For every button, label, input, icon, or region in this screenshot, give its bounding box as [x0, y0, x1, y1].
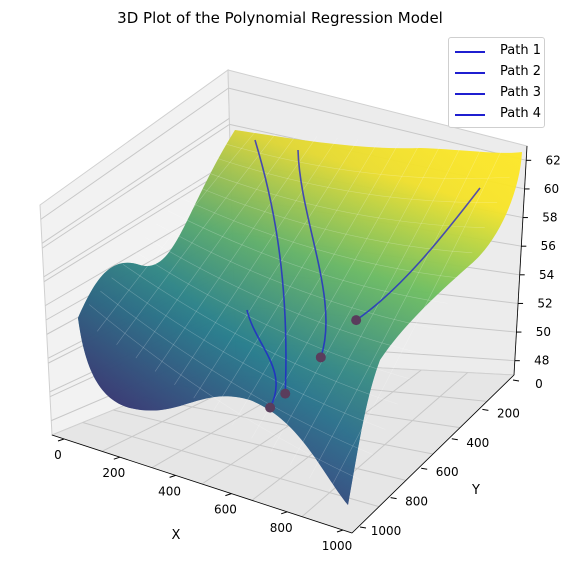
x-tick-label: 800: [270, 521, 293, 535]
surface-mesh: [89, 131, 510, 492]
z-tick-label: 50: [536, 325, 551, 339]
mesh-line: [111, 277, 386, 430]
mesh-line: [289, 147, 461, 466]
legend-item-path-4: Path 4: [455, 104, 541, 124]
mesh-line: [212, 156, 498, 203]
mesh-line: [122, 264, 398, 405]
y-tick-label: 200: [497, 406, 520, 420]
y-tick-label: 0: [535, 377, 543, 391]
path-end-marker-2: [280, 388, 291, 399]
y-tick-label: 800: [405, 495, 428, 509]
mesh-line: [89, 304, 361, 481]
z-tick-label: 62: [546, 153, 561, 167]
legend-item-path-3: Path 3: [455, 83, 541, 103]
grid-line: [228, 87, 527, 161]
mesh-line: [156, 223, 436, 329]
z-tick-label: 58: [542, 211, 557, 225]
y-tick: [512, 379, 520, 382]
mesh-line: [309, 148, 482, 479]
mesh-line: [100, 290, 373, 455]
legend-swatch: [455, 72, 485, 74]
path-line-3: [297, 149, 327, 358]
x-tick: [57, 438, 65, 442]
mesh-line: [193, 139, 359, 399]
y-tick-label: 1000: [371, 524, 402, 538]
mesh-line: [190, 183, 473, 254]
y-tick: [451, 438, 458, 441]
x-tick-label: 200: [102, 466, 125, 480]
path-line-1: [246, 309, 277, 409]
path-end-marker-3: [315, 352, 326, 363]
legend-label: Path 2: [500, 64, 541, 79]
mesh-line: [232, 142, 400, 426]
mesh-line: [201, 170, 485, 228]
legend-item-path-1: Path 1: [455, 41, 541, 61]
legend-label: Path 3: [500, 85, 541, 100]
x-tick: [225, 493, 232, 497]
path-line-4: [355, 187, 481, 321]
x-tick: [281, 511, 288, 515]
path-end-marker-1: [265, 402, 276, 413]
y-axis-line: [351, 374, 515, 534]
x-tick: [169, 474, 176, 478]
path-line-2: [254, 139, 287, 394]
mesh-line: [97, 131, 256, 332]
z-tick-label: 56: [541, 239, 556, 253]
mesh-line: [174, 137, 338, 385]
grid-line: [43, 166, 231, 283]
z-tick-label: 54: [539, 268, 554, 282]
legend-label: Path 4: [500, 106, 541, 121]
y-tick-label: 400: [466, 436, 489, 450]
y-tick: [421, 467, 428, 470]
y-tick: [359, 526, 367, 529]
paths-layer: [246, 139, 481, 413]
x-tick-label: 1000: [322, 539, 353, 553]
legend-label: Path 1: [500, 43, 541, 58]
mesh-line: [167, 210, 448, 304]
x-tick-label: 0: [54, 448, 62, 462]
legend-swatch: [455, 51, 485, 53]
mesh-line: [154, 136, 318, 372]
z-axis-line: [513, 145, 528, 376]
tick-labels: 0 200 400 600 800 1000 0 200 400 600 800 1000 48 50 52…: [54, 153, 561, 553]
x-tick-label: 400: [158, 484, 181, 498]
mesh-line: [223, 143, 510, 179]
legend-item-path-2: Path 2: [455, 62, 541, 82]
y-axis-label: Y: [471, 483, 480, 498]
grid-line: [41, 117, 230, 244]
legend-swatch: [455, 93, 485, 95]
mesh-line: [116, 132, 277, 345]
mesh-line: [178, 196, 460, 279]
y-tick: [482, 408, 489, 411]
z-tick-label: 48: [534, 354, 549, 368]
mesh-line: [133, 250, 411, 380]
z-tick-label: 60: [544, 182, 559, 196]
tick-marks: [57, 159, 532, 533]
surface-shade: [78, 130, 522, 505]
grid-line: [40, 87, 229, 220]
legend: Path 1 Path 2 Path 3 Path 4: [448, 37, 545, 128]
grid-line: [41, 123, 230, 249]
mesh-line: [251, 143, 420, 439]
mesh-line: [135, 134, 297, 359]
chart-title: 3D Plot of the Polynomial Regression Mod…: [117, 9, 443, 27]
y-tick: [390, 497, 397, 500]
mesh-line: [212, 140, 379, 412]
mesh-line: [328, 150, 502, 492]
mesh-line: [270, 145, 441, 452]
x-tick: [113, 456, 120, 460]
x-axis-line: [51, 434, 353, 534]
x-axis-label: X: [172, 528, 181, 543]
legend-swatch: [455, 114, 485, 116]
path-end-marker-4: [351, 315, 362, 326]
x-tick: [336, 529, 344, 533]
y-tick-label: 600: [436, 465, 459, 479]
x-tick-label: 600: [214, 503, 237, 517]
z-tick-label: 52: [537, 296, 552, 310]
grid-line: [43, 160, 231, 278]
